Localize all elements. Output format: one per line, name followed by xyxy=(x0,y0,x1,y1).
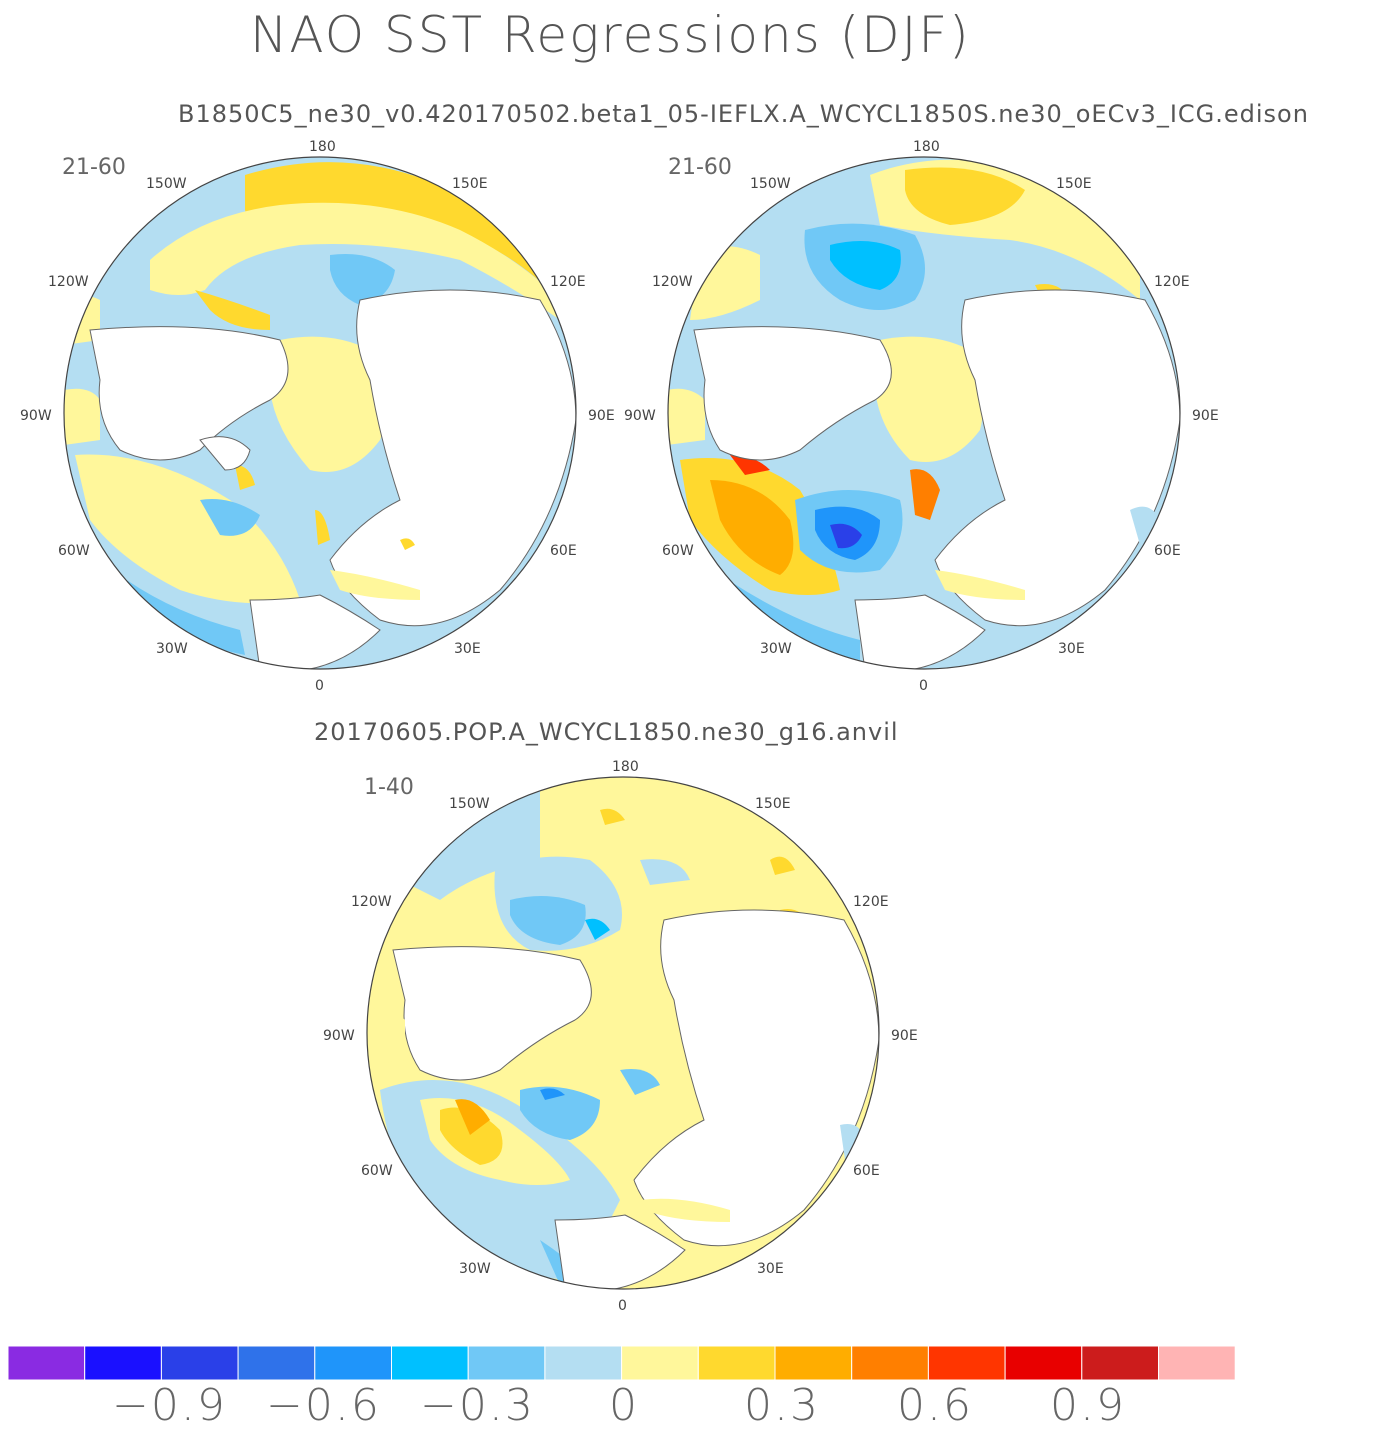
subtitle-top: B1850C5_ne30_v0.420170502.beta1_05-IEFLX… xyxy=(178,100,1309,128)
panel-bottom-years: 1-40 xyxy=(364,775,414,800)
lon-label-60e: 60E xyxy=(1154,543,1181,559)
lon-label-150e: 150E xyxy=(755,796,791,812)
colorbar-box xyxy=(697,1345,776,1381)
lon-label-30w: 30W xyxy=(760,641,792,657)
lon-label-30w: 30W xyxy=(156,641,188,657)
colorbar-box xyxy=(927,1345,1006,1381)
panel-top-right-map xyxy=(667,156,1181,670)
colorbar xyxy=(7,1345,1236,1381)
lon-label-90w: 90W xyxy=(20,408,52,424)
lon-label-150e: 150E xyxy=(1056,176,1092,192)
colorbar-box xyxy=(621,1345,699,1381)
colorbar-tick-label: −0.9 xyxy=(112,1380,227,1431)
panel-top-left-map xyxy=(63,156,577,670)
panel-top-right-years: 21-60 xyxy=(668,155,732,180)
colorbar-tick-label: −0.3 xyxy=(420,1380,535,1431)
lon-label-120e: 120E xyxy=(1154,274,1190,290)
lon-label-90e: 90E xyxy=(891,1028,918,1044)
lon-label-120w: 120W xyxy=(351,894,392,910)
main-title: NAO SST Regressions (DJF) xyxy=(250,6,971,64)
lon-label-150w: 150W xyxy=(750,176,791,192)
colorbar-box xyxy=(1158,1345,1236,1381)
colorbar-tick-label: 0.6 xyxy=(897,1380,973,1431)
lon-label-150w: 150W xyxy=(146,176,187,192)
lon-label-180: 180 xyxy=(612,759,639,775)
lon-label-120e: 120E xyxy=(853,894,889,910)
colorbar-box xyxy=(1081,1345,1160,1381)
colorbar-box xyxy=(314,1345,392,1381)
lon-label-150w: 150W xyxy=(449,796,490,812)
subtitle-bottom: 20170605.POP.A_WCYCL1850.ne30_g16.anvil xyxy=(314,718,899,746)
lon-label-30e: 30E xyxy=(454,641,481,657)
lon-label-60e: 60E xyxy=(550,543,577,559)
colorbar-box xyxy=(1004,1345,1083,1381)
lon-label-30w: 30W xyxy=(459,1261,491,1277)
colorbar-box xyxy=(851,1345,929,1381)
lon-label-90w: 90W xyxy=(624,408,656,424)
colorbar-box xyxy=(160,1345,239,1381)
colorbar-tick-label: −0.6 xyxy=(266,1380,381,1431)
lon-label-120w: 120W xyxy=(652,274,693,290)
lon-label-0: 0 xyxy=(315,678,324,694)
lon-label-120w: 120W xyxy=(48,274,89,290)
lon-label-120e: 120E xyxy=(550,274,586,290)
lon-label-0: 0 xyxy=(618,1298,627,1314)
panel-bottom-map xyxy=(366,776,880,1290)
colorbar-box xyxy=(7,1345,86,1381)
colorbar-tick-label: 0.9 xyxy=(1050,1380,1126,1431)
lon-label-60w: 60W xyxy=(662,543,694,559)
lon-label-0: 0 xyxy=(919,678,928,694)
lon-label-90e: 90E xyxy=(588,408,615,424)
colorbar-box xyxy=(237,1345,316,1381)
lon-label-60w: 60W xyxy=(361,1163,393,1179)
colorbar-box xyxy=(544,1345,623,1381)
panel-top-left-years: 21-60 xyxy=(62,155,126,180)
lon-label-60w: 60W xyxy=(58,543,90,559)
colorbar-box xyxy=(467,1345,546,1381)
lon-label-150e: 150E xyxy=(452,176,488,192)
colorbar-tick-label: 0 xyxy=(609,1380,639,1431)
lon-label-30e: 30E xyxy=(1058,641,1085,657)
lon-label-90e: 90E xyxy=(1192,408,1219,424)
lon-label-180: 180 xyxy=(913,139,940,155)
lon-label-60e: 60E xyxy=(853,1163,880,1179)
lon-label-30e: 30E xyxy=(757,1261,784,1277)
colorbar-box xyxy=(774,1345,853,1381)
lon-label-180: 180 xyxy=(309,139,336,155)
colorbar-tick-label: 0.3 xyxy=(744,1380,820,1431)
lon-label-90w: 90W xyxy=(323,1028,355,1044)
colorbar-box xyxy=(84,1345,162,1381)
colorbar-box xyxy=(391,1345,469,1381)
